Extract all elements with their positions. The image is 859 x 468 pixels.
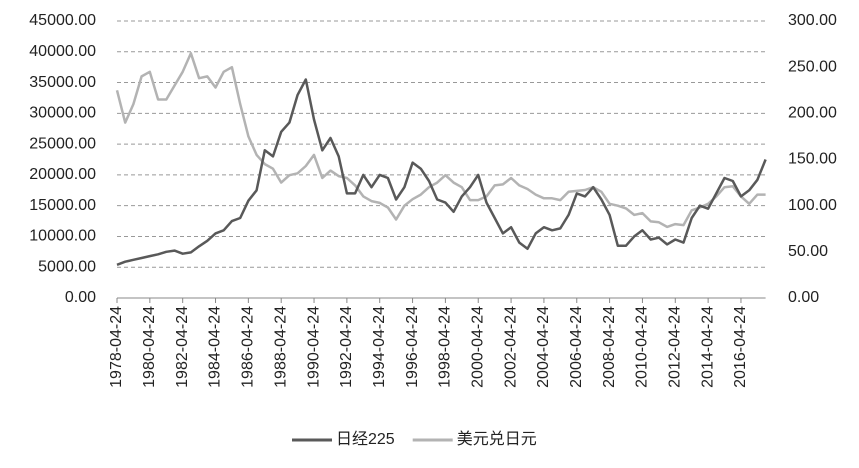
y-tick-label: 25000.00 <box>29 135 96 152</box>
x-tick-label: 1982-04-24 <box>174 306 191 388</box>
y-tick-label: 10000.00 <box>29 228 96 245</box>
y2-tick-label: 200.00 <box>788 105 837 122</box>
x-tick-label: 2012-04-24 <box>666 306 683 388</box>
y-tick-label: 0.00 <box>65 289 96 306</box>
y2-tick-label: 250.00 <box>788 58 837 75</box>
x-tick-label: 1986-04-24 <box>240 306 257 388</box>
x-tick-label: 1992-04-24 <box>338 306 355 388</box>
x-tick-label: 2014-04-24 <box>699 306 716 388</box>
x-tick-label: 2002-04-24 <box>502 306 519 388</box>
x-tick-label: 1996-04-24 <box>404 306 421 388</box>
x-tick-label: 2006-04-24 <box>568 306 585 388</box>
legend-label: 美元兑日元 <box>457 430 537 448</box>
x-tick-label: 1994-04-24 <box>371 306 388 388</box>
x-tick-label: 1978-04-24 <box>108 306 125 388</box>
y2-tick-label: 0.00 <box>788 289 819 306</box>
y2-tick-label: 50.00 <box>788 243 828 260</box>
series-line <box>115 52 766 229</box>
x-tick-label: 2016-04-24 <box>732 306 749 388</box>
x-tick-label: 2004-04-24 <box>535 306 552 388</box>
x-tick-label: 2010-04-24 <box>634 306 651 388</box>
y-tick-label: 45000.00 <box>29 12 96 29</box>
y-tick-label: 40000.00 <box>29 43 96 60</box>
x-tick-label: 1980-04-24 <box>141 306 158 388</box>
y-tick-label: 30000.00 <box>29 105 96 122</box>
x-tick-label: 1990-04-24 <box>305 306 322 388</box>
x-tick-label: 2008-04-24 <box>601 306 618 388</box>
series-line <box>116 78 767 266</box>
x-tick-label: 1984-04-24 <box>207 306 224 388</box>
y-tick-label: 15000.00 <box>29 197 96 214</box>
y2-tick-label: 300.00 <box>788 12 837 29</box>
y2-tick-label: 100.00 <box>788 197 837 214</box>
x-tick-label: 1998-04-24 <box>437 306 454 388</box>
x-tick-label: 1988-04-24 <box>272 306 289 388</box>
legend-label: 日经225 <box>336 430 395 448</box>
x-tick-label: 2000-04-24 <box>469 306 486 388</box>
y2-tick-label: 150.00 <box>788 151 837 168</box>
y-tick-label: 5000.00 <box>38 258 96 275</box>
y-tick-label: 35000.00 <box>29 74 96 91</box>
y-tick-label: 20000.00 <box>29 166 96 183</box>
